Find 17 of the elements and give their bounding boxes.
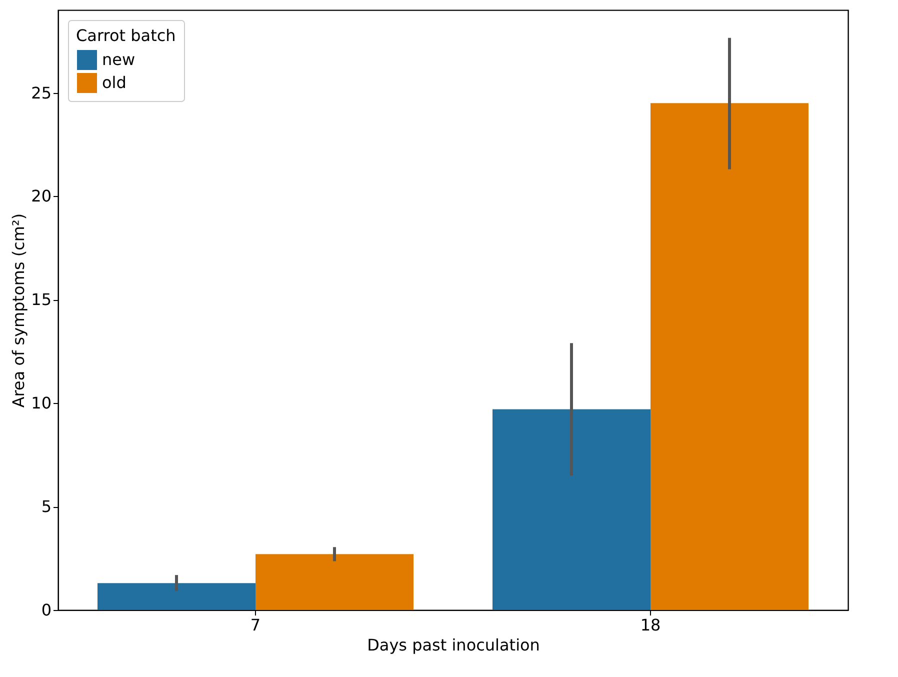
bar [256,554,414,610]
y-tick-label: 25 [31,83,52,102]
legend-title: Carrot batch [76,26,176,45]
bar [650,103,808,610]
y-tick-label: 0 [41,600,52,620]
y-tick-label: 15 [31,290,52,310]
x-tick-label: 7 [250,616,261,634]
x-tick-label: 18 [640,616,661,634]
x-axis-title: Days past inoculation [367,636,540,654]
y-tick-label: 10 [31,394,52,413]
legend-label: new [102,50,136,69]
bar [492,409,650,610]
y-tick-label: 20 [31,186,52,206]
y-axis-title: Area of symptoms (cm²) [9,213,28,408]
legend-label: old [102,73,126,92]
y-tick-label: 5 [41,497,52,516]
bar [98,583,256,610]
